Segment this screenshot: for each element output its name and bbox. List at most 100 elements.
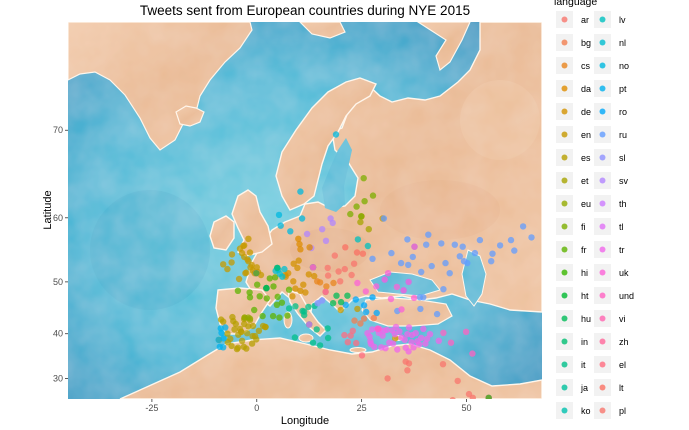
tweet-point-es [231, 326, 238, 333]
tweet-point-it [324, 334, 332, 342]
legend-label-pl: pl [619, 406, 626, 416]
tweet-point-tr [378, 344, 385, 351]
tweet-point-uk [398, 306, 405, 313]
legend-swatch-el [599, 361, 606, 368]
tweet-point-de [302, 289, 309, 296]
tweet-point-uk [373, 283, 380, 290]
tweet-point-tr [410, 344, 417, 351]
tweet-point-tr [435, 337, 442, 344]
legend-swatch-it [561, 361, 568, 368]
tweet-point-ru [511, 247, 518, 254]
legend-label-fr: fr [581, 245, 587, 255]
legend-swatch-pl [599, 407, 606, 414]
tweet-point-fr [284, 312, 291, 319]
anatolia-land [361, 297, 453, 327]
tweet-point-ru [446, 270, 453, 277]
tweet-point-tr [415, 341, 423, 348]
tweet-point-ru [440, 286, 447, 293]
tweet-point-tr [389, 327, 396, 334]
legend-label-ar: ar [581, 15, 589, 25]
tweet-point-sv [327, 215, 334, 222]
paint-blotch [380, 180, 500, 240]
x-tick-label: 50 [461, 403, 471, 413]
legend-swatch-fr [561, 246, 568, 253]
ireland-land [209, 215, 235, 251]
tweet-point-pl [324, 264, 331, 272]
sicily-land [298, 333, 314, 343]
tweet-point-no [298, 215, 306, 222]
tweet-point-ru [418, 268, 425, 276]
legend-swatch-zh [599, 338, 606, 345]
tweet-point-it [285, 305, 293, 312]
tweet-point-ro [369, 294, 376, 301]
tweet-point-de [289, 293, 296, 300]
tweet-point-ru [388, 249, 395, 257]
tweet-point-ar [465, 390, 473, 398]
tweet-point-ru [423, 241, 430, 248]
x-tick-label: 0 [254, 403, 259, 413]
legend-label-en: en [581, 130, 591, 140]
tweet-point-fr [285, 286, 293, 293]
tweet-point-de [292, 285, 299, 292]
y-tick-label: 70 [53, 125, 63, 135]
tweet-point-eu [246, 315, 254, 322]
legend-swatch-sl [599, 154, 606, 161]
tweet-point-tr [379, 332, 386, 339]
legend-swatch-es [561, 154, 568, 161]
legend-swatch-nl [599, 39, 606, 46]
legend-label-ht: ht [581, 291, 589, 301]
legend-label-zh: zh [619, 337, 629, 347]
chart-title: Tweets sent from European countries duri… [140, 3, 470, 18]
tweet-point-ru [425, 231, 432, 238]
tweet-point-ru [442, 259, 449, 267]
legend-label-es: es [581, 153, 591, 163]
tweet-point-it [313, 326, 320, 333]
tweet-point-hu [337, 298, 345, 306]
tweet-point-no [297, 188, 304, 195]
tweet-point-es [255, 327, 263, 334]
tweet-point-no [287, 228, 294, 235]
tweet-point-it [305, 303, 312, 311]
tweet-point-ru [456, 253, 463, 260]
tweet-point-hi [253, 270, 260, 277]
tweet-point-bg [370, 314, 377, 322]
legend-label-ja: ja [580, 383, 588, 393]
tweet-point-es [240, 343, 247, 350]
tweet-point-fr [251, 306, 258, 314]
legend-label-sl: sl [619, 153, 626, 163]
tweet-point-tr [405, 348, 412, 355]
tweet-point-el [349, 327, 356, 334]
tweet-point-tr [412, 330, 419, 337]
tweet-point-ru [397, 259, 405, 267]
tweet-point-pl [335, 268, 342, 275]
x-axis: -25 0 25 50 [145, 399, 472, 413]
tweet-point-fr [278, 299, 286, 306]
tweet-point-bg [360, 315, 368, 322]
tweet-point-uk [405, 278, 412, 286]
tweet-point-uk [354, 279, 361, 287]
tweet-point-lv [364, 242, 372, 250]
tweet-point-en [240, 242, 247, 250]
legend-label-hi: hi [581, 268, 588, 278]
tweet-point-lv [354, 236, 362, 243]
tweet-point-cs [316, 279, 324, 286]
tweet-point-fi [353, 203, 360, 210]
y-tick-label: 30 [53, 373, 63, 383]
tweet-point-sl [319, 297, 326, 304]
legend-label-bg: bg [581, 38, 591, 48]
legend-swatch-hi [561, 269, 568, 276]
tweet-point-et [365, 226, 372, 233]
tweet-point-uk [400, 287, 407, 294]
tweet-point-eu [241, 314, 248, 321]
tweet-point-fr [272, 274, 279, 281]
legend-swatch-tr [599, 246, 606, 253]
tweet-point-und [469, 350, 476, 357]
paint-blotch [290, 228, 370, 272]
tweet-point-ru [438, 240, 445, 247]
legend-swatch-pt [599, 85, 606, 92]
watercolor-basemap [68, 22, 542, 399]
legend-label-uk: uk [619, 268, 629, 278]
tweet-point-bg [357, 320, 364, 327]
legend-label-ro: ro [619, 107, 627, 117]
tweet-point-tl [306, 321, 313, 328]
